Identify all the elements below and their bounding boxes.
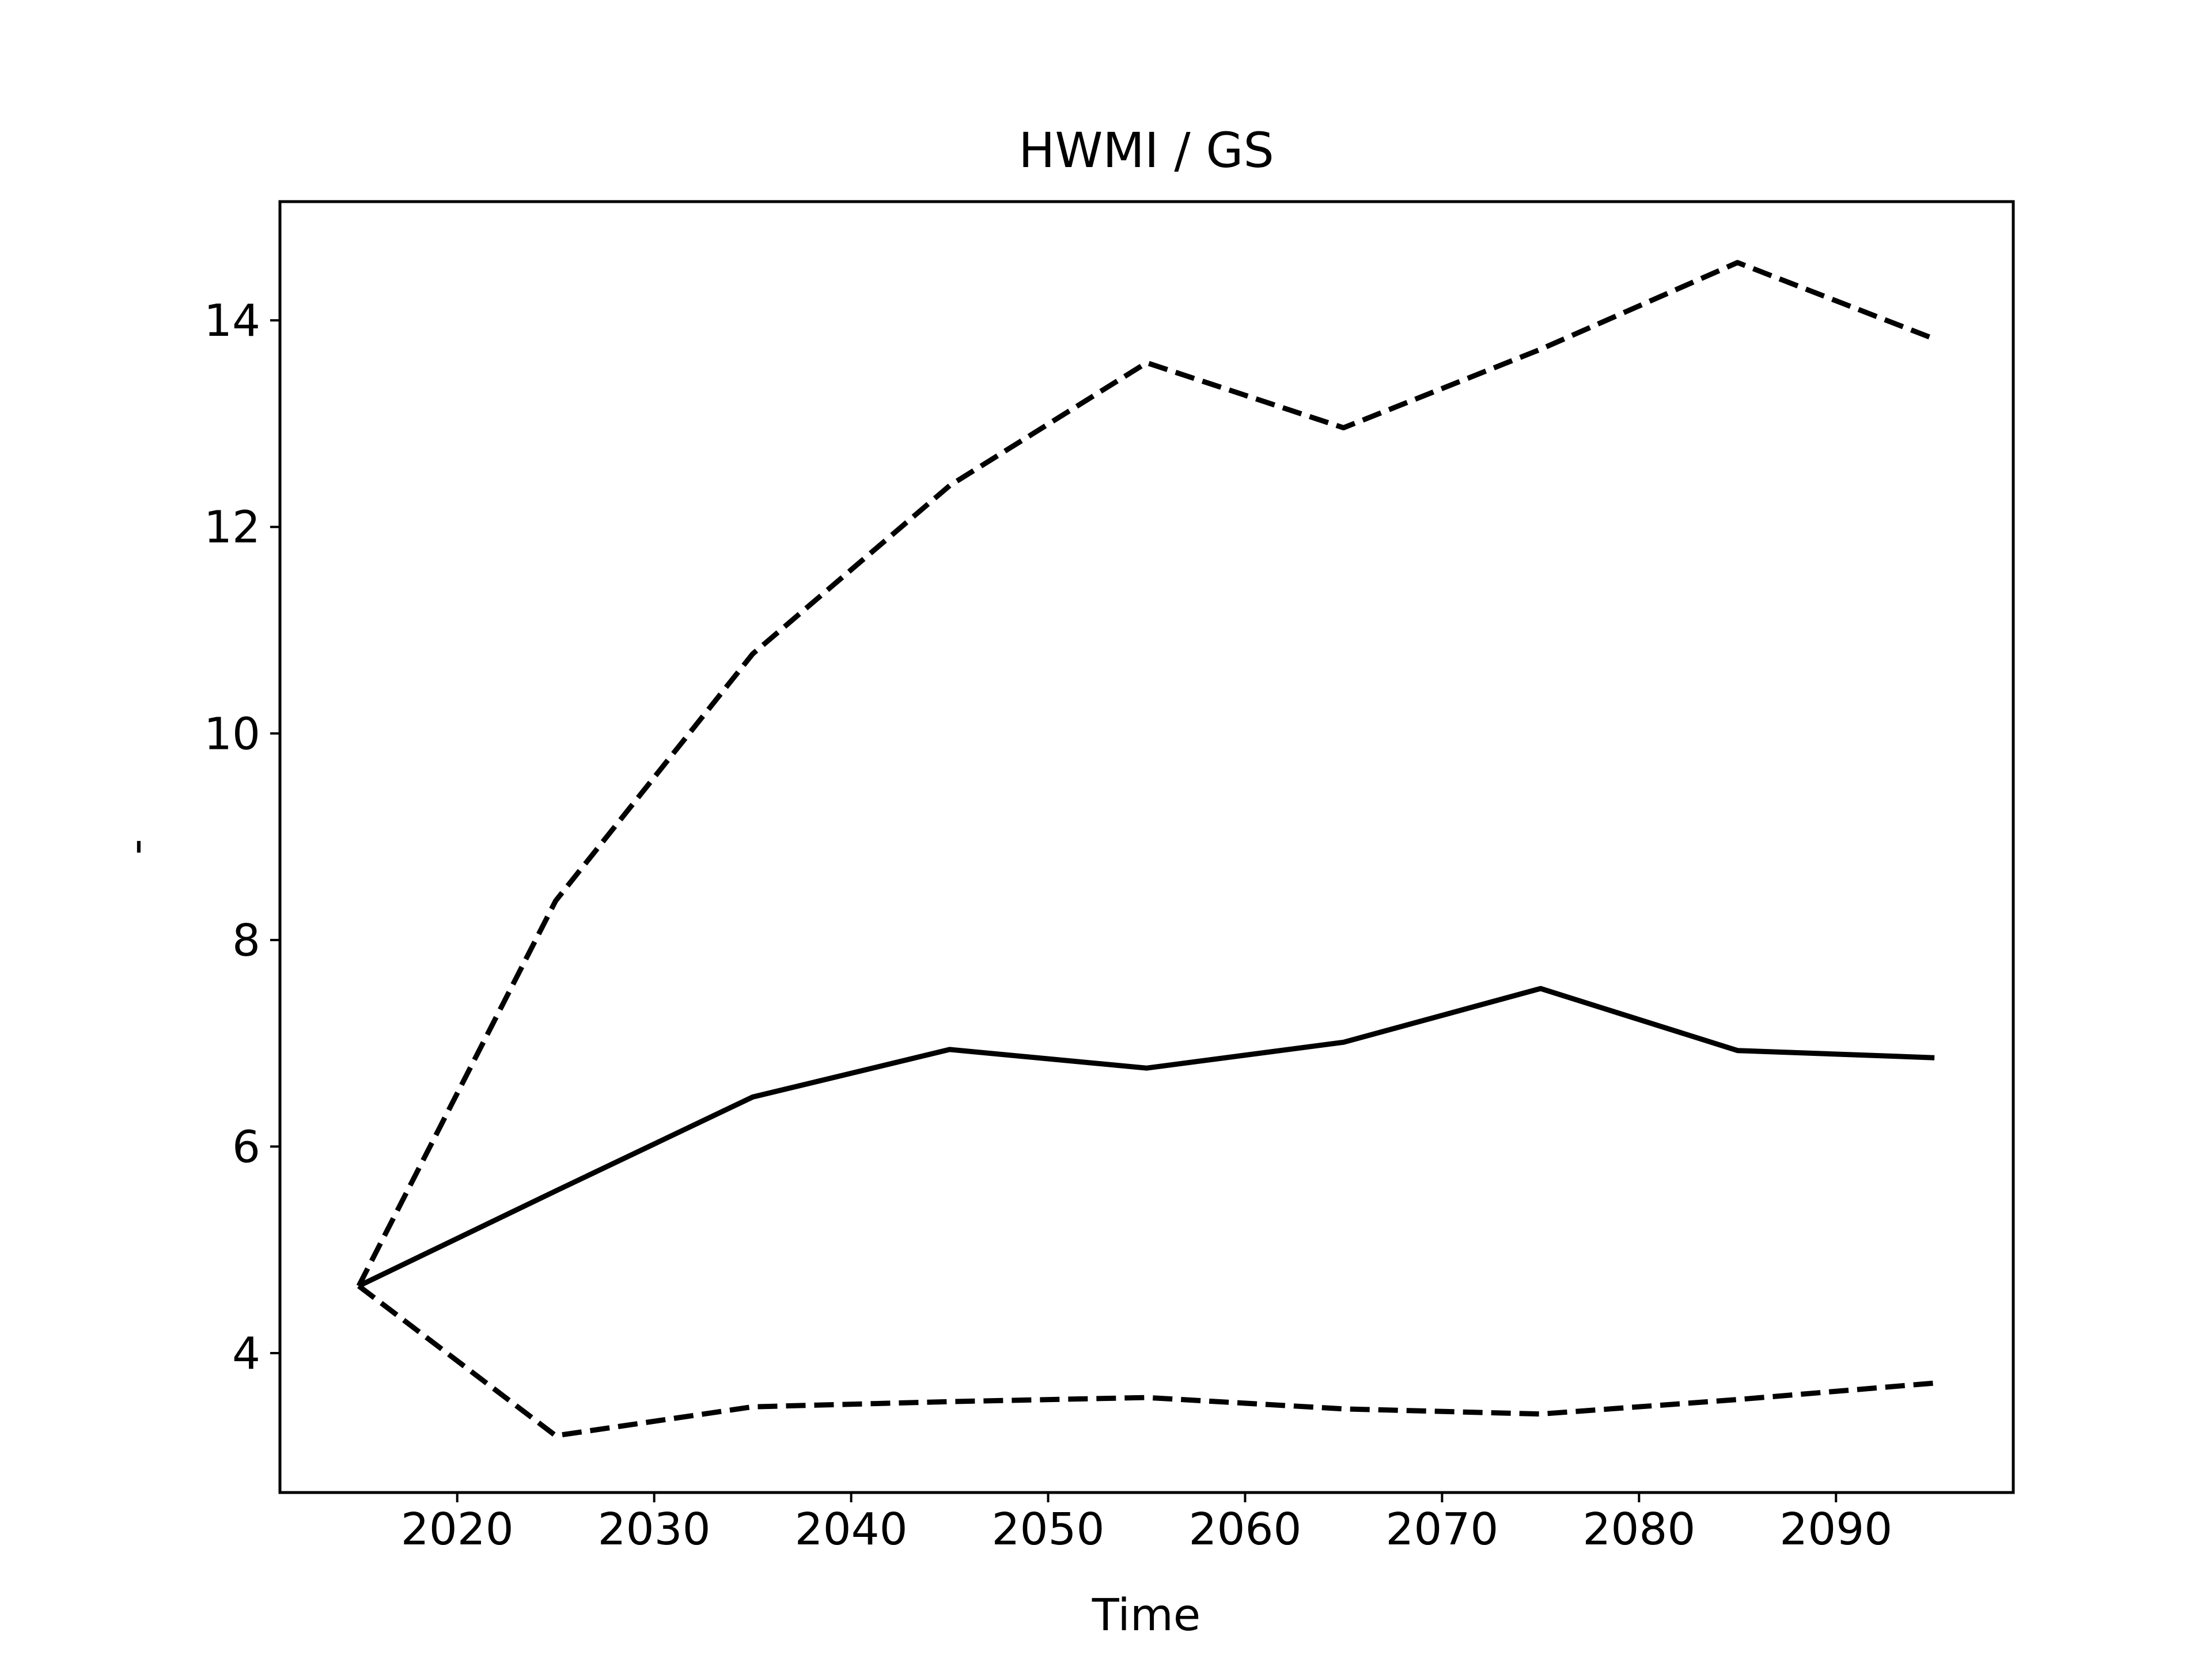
series-layer: [356, 260, 1936, 1438]
plot-frame: [278, 200, 2015, 1494]
y-tick-label: 8: [232, 915, 260, 967]
x-tick-label: 2020: [401, 1504, 514, 1555]
x-tick-label: 2090: [1779, 1504, 1892, 1555]
x-tick-label: 2060: [1188, 1504, 1301, 1555]
y-axis-label: -: [111, 839, 162, 855]
x-tick-label: 2070: [1385, 1504, 1498, 1555]
x-tick-label: 2030: [598, 1504, 711, 1555]
series-line-1: [356, 260, 1936, 1287]
y-tick-label: 12: [204, 502, 260, 554]
y-tick-label: 4: [232, 1328, 260, 1380]
y-tick-label: 14: [204, 296, 260, 347]
y-axis: 4 6 8 10 12 14: [204, 296, 280, 1380]
x-axis-label: Time: [1092, 1590, 1200, 1641]
x-tick-label: 2040: [795, 1504, 908, 1555]
series-line-3: [357, 1283, 1935, 1438]
series-line-2: [357, 986, 1935, 1289]
y-tick-label: 6: [232, 1122, 260, 1173]
chart-title: HWMI / GS: [1018, 122, 1274, 179]
x-tick-label: 2080: [1582, 1504, 1695, 1555]
y-tick-label: 10: [204, 709, 260, 760]
x-tick-label: 2050: [992, 1504, 1105, 1555]
x-axis: 2020 2030 2040 2050 2060 2070 2080 2090: [401, 1493, 1892, 1555]
